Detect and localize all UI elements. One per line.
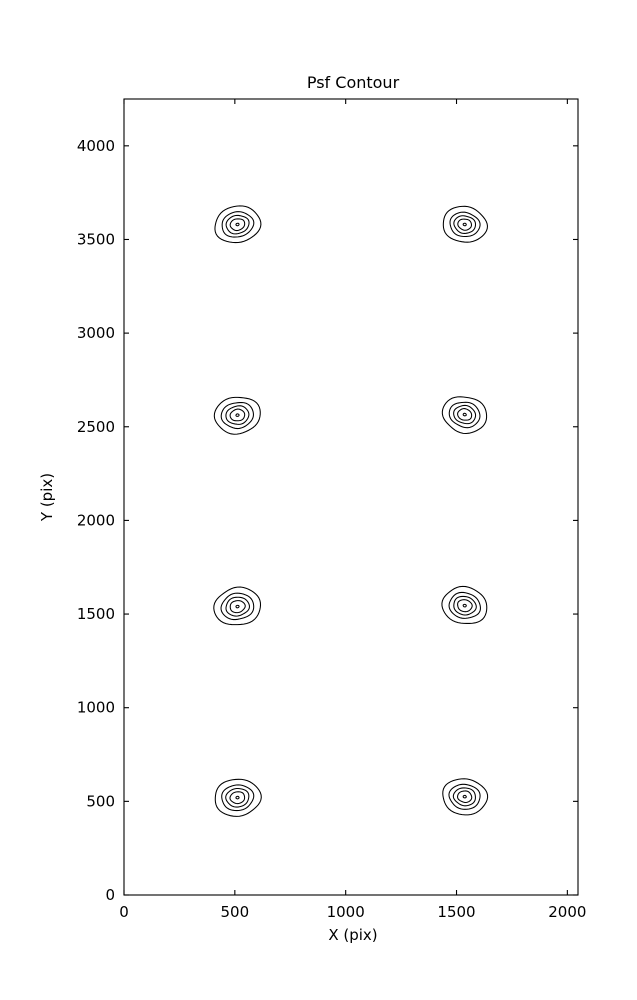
y-axis-ticks: 0 500 1000 1500 2000 2500 3000 3500 4000 (77, 137, 578, 904)
contour-level-3 (453, 404, 477, 425)
contour-level-3 (225, 214, 250, 235)
contour-level-1 (214, 778, 262, 817)
contour-level-2 (448, 401, 481, 429)
plot-frame (123, 98, 579, 896)
contour-level-5 (462, 222, 467, 227)
y-tick-label: 3000 (77, 324, 115, 342)
contour-level-5 (235, 604, 240, 609)
y-axis-label: Y (pix) (38, 473, 56, 522)
source-c2-r1 (442, 778, 489, 816)
x-tick-label: 1500 (437, 903, 475, 921)
y-tick-label: 2500 (77, 418, 115, 436)
y-tick-label: 500 (86, 792, 115, 810)
contour-level-1 (442, 778, 489, 816)
contour-level-1 (441, 396, 488, 435)
contour-level-4 (229, 408, 246, 422)
source-c2-r2 (441, 585, 488, 624)
y-tick-label: 1000 (77, 699, 115, 717)
source-c1-r3 (213, 396, 261, 435)
contour-level-4 (457, 218, 473, 231)
contour-level-3 (453, 215, 477, 234)
axes-frame (123, 98, 579, 896)
x-tick-label: 500 (221, 903, 250, 921)
source-c2-r4 (442, 205, 488, 243)
contour-level-1 (213, 586, 262, 626)
contour-level-4 (457, 408, 473, 421)
x-axis-label: X (pix) (328, 926, 377, 944)
contour-level-5 (235, 795, 240, 800)
y-tick-label: 3500 (77, 230, 115, 248)
contour-level-4 (457, 599, 473, 613)
contour-group (213, 205, 489, 817)
x-tick-label: 1000 (327, 903, 365, 921)
contour-level-4 (229, 791, 246, 805)
contour-level-5 (462, 412, 467, 417)
contour-level-3 (453, 595, 477, 616)
x-tick-label: 0 (119, 903, 129, 921)
contour-level-3 (452, 787, 476, 807)
y-tick-label: 4000 (77, 137, 115, 155)
contour-level-5 (235, 413, 240, 417)
contour-level-3 (225, 787, 250, 808)
contour-level-5 (235, 222, 240, 227)
page-title: Psf Contour (307, 73, 400, 92)
contour-level-4 (457, 790, 473, 803)
contour-level-1 (441, 585, 488, 624)
contour-level-1 (214, 205, 262, 244)
contour-level-3 (225, 596, 250, 617)
contour-level-2 (448, 591, 481, 619)
contour-level-2 (221, 784, 255, 812)
contour-level-2 (220, 592, 255, 621)
contour-level-5 (462, 794, 467, 799)
y-tick-label: 1500 (77, 605, 115, 623)
contour-level-2 (220, 402, 254, 430)
contour-level-3 (225, 405, 250, 425)
y-tick-label: 2000 (77, 511, 115, 529)
contour-level-2 (448, 783, 481, 810)
contour-level-4 (229, 600, 246, 614)
contour-level-1 (442, 205, 488, 243)
y-tick-label: 0 (105, 886, 115, 904)
x-tick-label: 2000 (548, 903, 586, 921)
contour-level-2 (449, 211, 481, 238)
source-c1-r2 (213, 586, 262, 626)
source-c1-r4 (214, 205, 262, 244)
contour-level-4 (229, 218, 246, 232)
x-axis-ticks: 0 500 1000 1500 2000 (119, 99, 586, 921)
source-c2-r3 (441, 396, 488, 435)
contour-level-5 (462, 603, 467, 608)
source-c1-r1 (214, 778, 262, 817)
contour-level-2 (221, 211, 255, 238)
contour-level-1 (213, 396, 261, 435)
